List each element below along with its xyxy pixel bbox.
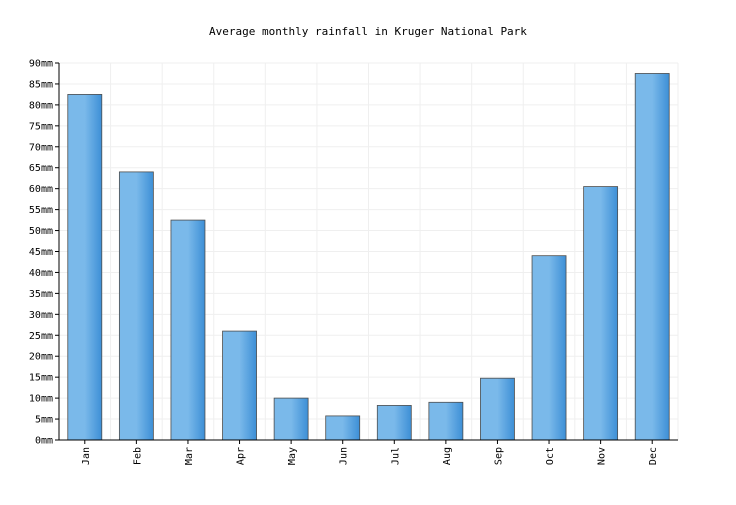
x-tick-label: Jun <box>339 447 350 465</box>
bar-dec <box>634 73 670 441</box>
x-tick-label: Jan <box>81 447 92 465</box>
bar-may <box>273 397 309 441</box>
y-tick-label: 20mm <box>29 352 53 363</box>
bar-feb <box>118 171 154 441</box>
y-tick-label: 30mm <box>29 310 53 321</box>
y-tick-label: 40mm <box>29 268 53 279</box>
bar-aug <box>428 401 464 441</box>
y-tick-label: 65mm <box>29 163 53 174</box>
y-tick-label: 35mm <box>29 289 53 300</box>
x-tick-label: Jul <box>390 447 401 465</box>
x-tick-label: Sep <box>493 447 504 465</box>
x-tick-label: Aug <box>442 447 453 465</box>
x-tick-label: Nov <box>597 447 608 465</box>
bar-jun <box>325 415 361 441</box>
bars <box>67 73 670 441</box>
y-tick-label: 90mm <box>29 59 53 70</box>
x-tick-labels: Jan Feb Mar Apr May Jun Jul Aug Sep Oct Nov Dec <box>81 447 659 465</box>
chart-title: Average monthly rainfall in Kruger Natio… <box>209 25 527 38</box>
x-tick-label: May <box>287 447 298 465</box>
y-tick-label: 0mm <box>35 436 53 447</box>
axes <box>55 62 678 444</box>
bar-mar <box>170 219 206 441</box>
bar-jul <box>376 405 412 441</box>
bar-oct <box>531 255 567 441</box>
bar-nov <box>583 186 619 441</box>
y-tick-label: 60mm <box>29 184 53 195</box>
y-tick-label: 10mm <box>29 394 53 405</box>
x-tick-label: Dec <box>648 447 659 465</box>
x-tick-label: Apr <box>236 447 247 465</box>
y-tick-label: 50mm <box>29 226 53 237</box>
y-tick-label: 15mm <box>29 373 53 384</box>
x-tick-label: Mar <box>184 447 195 465</box>
y-tick-label: 5mm <box>35 415 53 426</box>
y-tick-label: 70mm <box>29 142 53 153</box>
y-tick-label: 55mm <box>29 205 53 216</box>
bar-jan <box>67 94 103 441</box>
x-tick-label: Oct <box>545 447 556 465</box>
y-tick-label: 25mm <box>29 331 53 342</box>
x-tick-label: Feb <box>132 447 143 465</box>
y-tick-label: 75mm <box>29 121 53 132</box>
y-tick-label: 80mm <box>29 100 53 111</box>
y-tick-label: 85mm <box>29 79 53 90</box>
y-tick-label: 45mm <box>29 247 53 258</box>
bar-sep <box>480 377 515 441</box>
grid-lines <box>59 62 679 440</box>
bar-apr <box>222 330 257 441</box>
y-tick-labels: 0mm 5mm 10mm 15mm 20mm 25mm 30mm 35mm 40mm 45mm 50… <box>29 59 53 447</box>
